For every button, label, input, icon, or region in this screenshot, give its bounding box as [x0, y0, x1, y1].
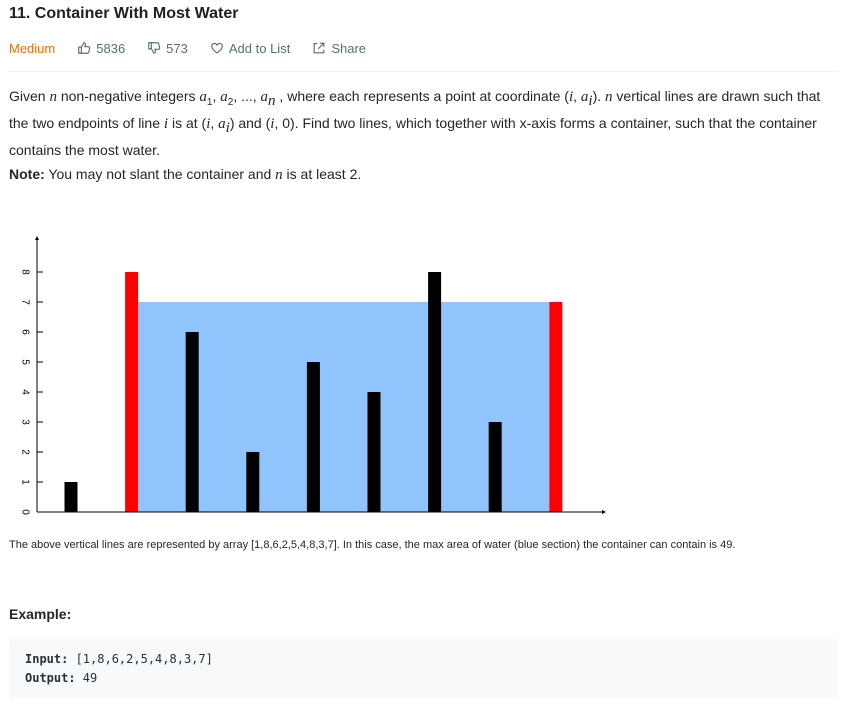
problem-description: Given n non-negative integers a1, a2, ..…	[9, 88, 821, 158]
y-tick-label-5: 5	[20, 359, 31, 365]
thumbs-down-icon	[148, 42, 161, 54]
bar-5	[367, 392, 381, 512]
dislike-count: 573	[166, 40, 188, 56]
figure-caption: The above vertical lines are represented…	[9, 539, 736, 551]
share-icon	[313, 42, 325, 54]
add-to-list-label: Add to List	[228, 40, 291, 56]
y-tick-label-8: 8	[20, 269, 31, 275]
water-area	[138, 302, 550, 512]
bar-3	[246, 452, 260, 512]
problem-note: Note: You may not slant the container an…	[9, 166, 362, 183]
header-divider	[9, 71, 838, 72]
y-tick-label-6: 6	[20, 329, 31, 335]
y-tick-label-4: 4	[20, 389, 31, 395]
bar-2	[185, 332, 199, 512]
bar-6	[428, 272, 442, 512]
share-button[interactable]: Share	[312, 41, 366, 56]
thumbs-up-icon	[78, 42, 91, 54]
bar-8	[549, 302, 563, 512]
like-count: 5836	[96, 40, 126, 56]
dislike-button[interactable]: 573	[147, 41, 188, 56]
bar-1	[125, 272, 139, 512]
container-chart: 0 1 2 3 4 5 6 7 8	[20, 236, 606, 515]
bar-7	[488, 422, 502, 512]
add-to-list-button[interactable]: Add to List	[210, 41, 290, 56]
like-button[interactable]: 5836	[77, 41, 125, 56]
example-code-block: Input: [1,8,6,2,5,4,8,3,7] Output: 49	[9, 639, 838, 699]
y-tick-label-1: 1	[20, 479, 31, 485]
example-input: Input: [1,8,6,2,5,4,8,3,7]	[25, 652, 213, 666]
y-tick-label-7: 7	[20, 299, 31, 305]
heart-icon	[211, 42, 223, 54]
x-axis-arrow	[602, 510, 606, 514]
share-label: Share	[331, 40, 367, 56]
y-tick-label-3: 3	[20, 419, 31, 425]
example-title: Example:	[9, 606, 72, 622]
example-output: Output: 49	[25, 671, 98, 685]
bar-4	[306, 362, 320, 512]
y-tick-label-2: 2	[20, 449, 31, 455]
page-title: 11. Container With Most Water	[9, 5, 239, 22]
y-axis-arrow	[35, 236, 39, 240]
y-tick-label-0: 0	[20, 509, 31, 515]
problem-meta-bar: Medium 5836 573 Add to List Share	[9, 40, 388, 56]
difficulty-badge: Medium	[9, 40, 56, 56]
bar-0	[64, 482, 78, 512]
